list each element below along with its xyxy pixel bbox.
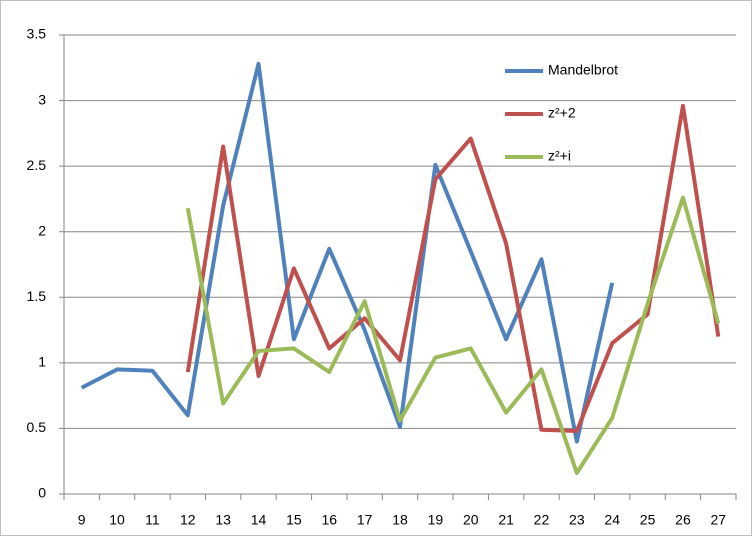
x-tick-label: 14: [251, 512, 267, 528]
x-tick-label: 12: [180, 512, 196, 528]
y-tick-label: 2.5: [27, 157, 47, 173]
y-tick-label: 2: [38, 222, 46, 238]
x-tick-label: 11: [145, 512, 160, 528]
x-tick-label: 15: [286, 512, 302, 528]
x-tick-label: 27: [711, 512, 727, 528]
series-line: [185, 195, 721, 476]
y-tick-label: 0: [38, 485, 46, 501]
x-tick-label: 21: [498, 512, 514, 528]
x-tick-label: 13: [215, 512, 231, 528]
legend-label: z²+2: [548, 105, 576, 121]
x-tick-label: 17: [357, 512, 373, 528]
x-tick-label: 24: [604, 512, 620, 528]
x-tick-label: 10: [109, 512, 125, 528]
x-tick-label: 19: [428, 512, 444, 528]
x-tick-label: 26: [675, 512, 691, 528]
series-line: [185, 103, 721, 434]
x-tick-label: 20: [463, 512, 479, 528]
x-tick-label: 18: [392, 512, 408, 528]
y-tick-label: 1: [38, 354, 46, 370]
y-tick-label: 0.5: [27, 419, 47, 435]
x-tick-label: 22: [534, 512, 550, 528]
x-tick-label: 9: [78, 512, 86, 528]
legend-label: z²+i: [548, 148, 571, 164]
y-tick-label: 3.5: [27, 26, 47, 42]
x-tick-label: 16: [321, 512, 337, 528]
series-line: [80, 61, 615, 444]
x-tick-label: 25: [640, 512, 656, 528]
legend-label: Mandelbrot: [548, 62, 618, 78]
y-tick-label: 3: [38, 91, 46, 107]
x-tick-label: 23: [569, 512, 585, 528]
y-tick-label: 1.5: [27, 288, 47, 304]
